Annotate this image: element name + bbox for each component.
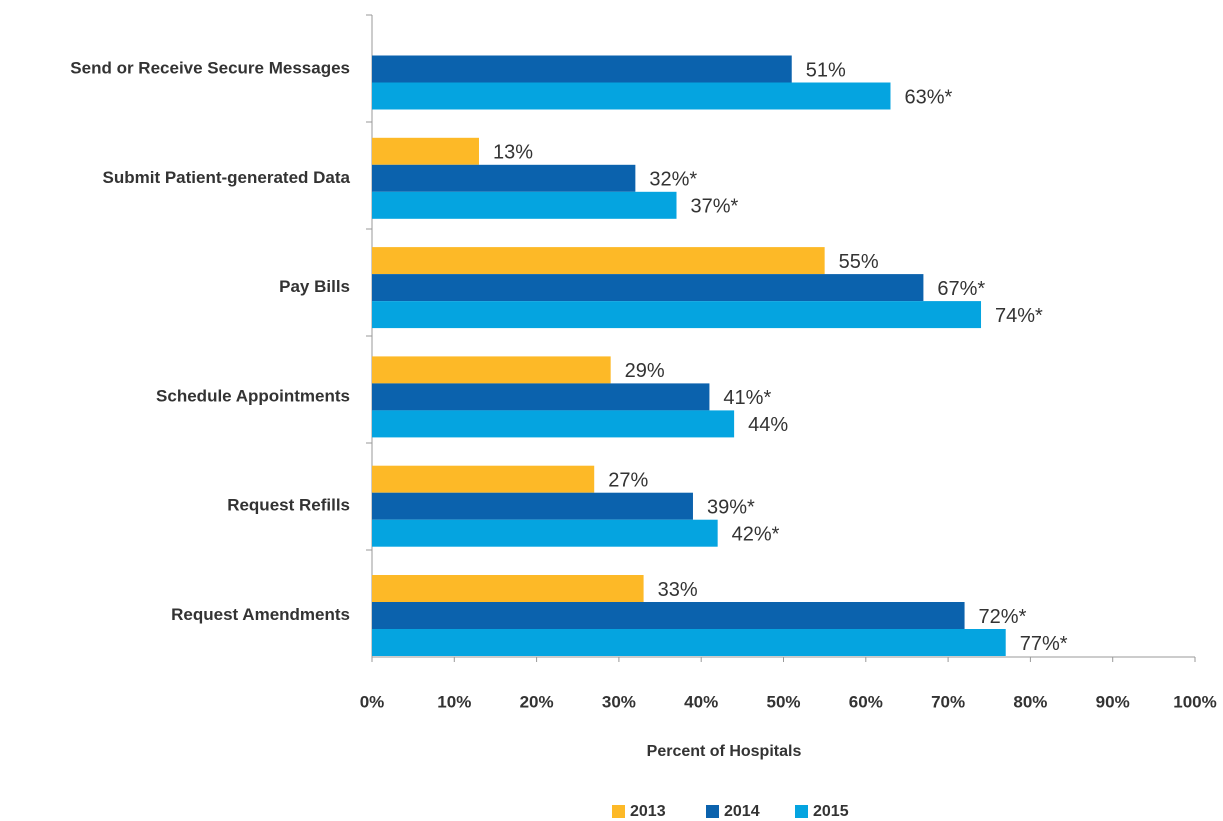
- bar: [372, 301, 982, 329]
- bar: [372, 492, 693, 520]
- x-tick-label: 50%: [766, 692, 800, 711]
- bar: [372, 465, 595, 493]
- legend-label: 2015: [813, 803, 849, 820]
- value-label: 51%: [806, 59, 846, 81]
- x-tick-label: 0%: [360, 692, 385, 711]
- value-label: 33%: [658, 579, 698, 601]
- value-label: 42%*: [732, 523, 780, 545]
- x-tick-label: 10%: [437, 692, 471, 711]
- bar: [372, 274, 924, 302]
- x-tick-label: 70%: [931, 692, 965, 711]
- bar: [372, 519, 718, 547]
- value-label: 67%*: [937, 278, 985, 300]
- legend-label: 2014: [724, 803, 760, 820]
- bar: [372, 602, 965, 629]
- value-label: 27%: [608, 469, 648, 491]
- category-label: Submit Patient-generated Data: [103, 168, 351, 187]
- bar: [372, 55, 792, 83]
- legend-swatch: [795, 805, 808, 818]
- value-label: 55%: [839, 251, 879, 273]
- bar: [372, 164, 636, 192]
- value-label: 41%*: [723, 387, 771, 409]
- bar: [372, 410, 735, 438]
- legend-swatch: [612, 805, 625, 818]
- bar: [372, 383, 710, 411]
- x-tick-label: 40%: [684, 692, 718, 711]
- value-label: 72%*: [979, 606, 1027, 628]
- legend-swatch: [706, 805, 719, 818]
- x-tick-label: 20%: [520, 692, 554, 711]
- value-label: 63%*: [904, 86, 952, 108]
- value-label: 44%: [748, 414, 788, 436]
- x-tick-label: 80%: [1013, 692, 1047, 711]
- value-label: 32%*: [649, 169, 697, 191]
- legend-label: 2013: [630, 803, 666, 820]
- category-label: Request Amendments: [171, 605, 350, 624]
- x-tick-label: 100%: [1173, 692, 1216, 711]
- category-label: Pay Bills: [279, 277, 350, 296]
- bar: [372, 191, 677, 219]
- x-axis-label: Percent of Hospitals: [647, 743, 802, 760]
- x-tick-label: 60%: [849, 692, 883, 711]
- x-tick-label: 30%: [602, 692, 636, 711]
- value-label: 39%*: [707, 496, 755, 518]
- value-label: 77%*: [1020, 633, 1068, 655]
- bar: [372, 137, 479, 165]
- bar: [372, 575, 644, 602]
- category-label: Send or Receive Secure Messages: [70, 58, 350, 77]
- bar: [372, 247, 825, 275]
- value-label: 74%*: [995, 305, 1043, 327]
- x-tick-label: 90%: [1096, 692, 1130, 711]
- bar: [372, 82, 891, 110]
- category-label: Request Refills: [227, 496, 350, 515]
- value-label: 13%: [493, 142, 533, 164]
- value-label: 29%: [625, 360, 665, 382]
- value-label: 37%*: [691, 196, 739, 218]
- bar: [372, 356, 611, 384]
- bar: [372, 629, 1006, 656]
- category-label: Schedule Appointments: [156, 386, 350, 405]
